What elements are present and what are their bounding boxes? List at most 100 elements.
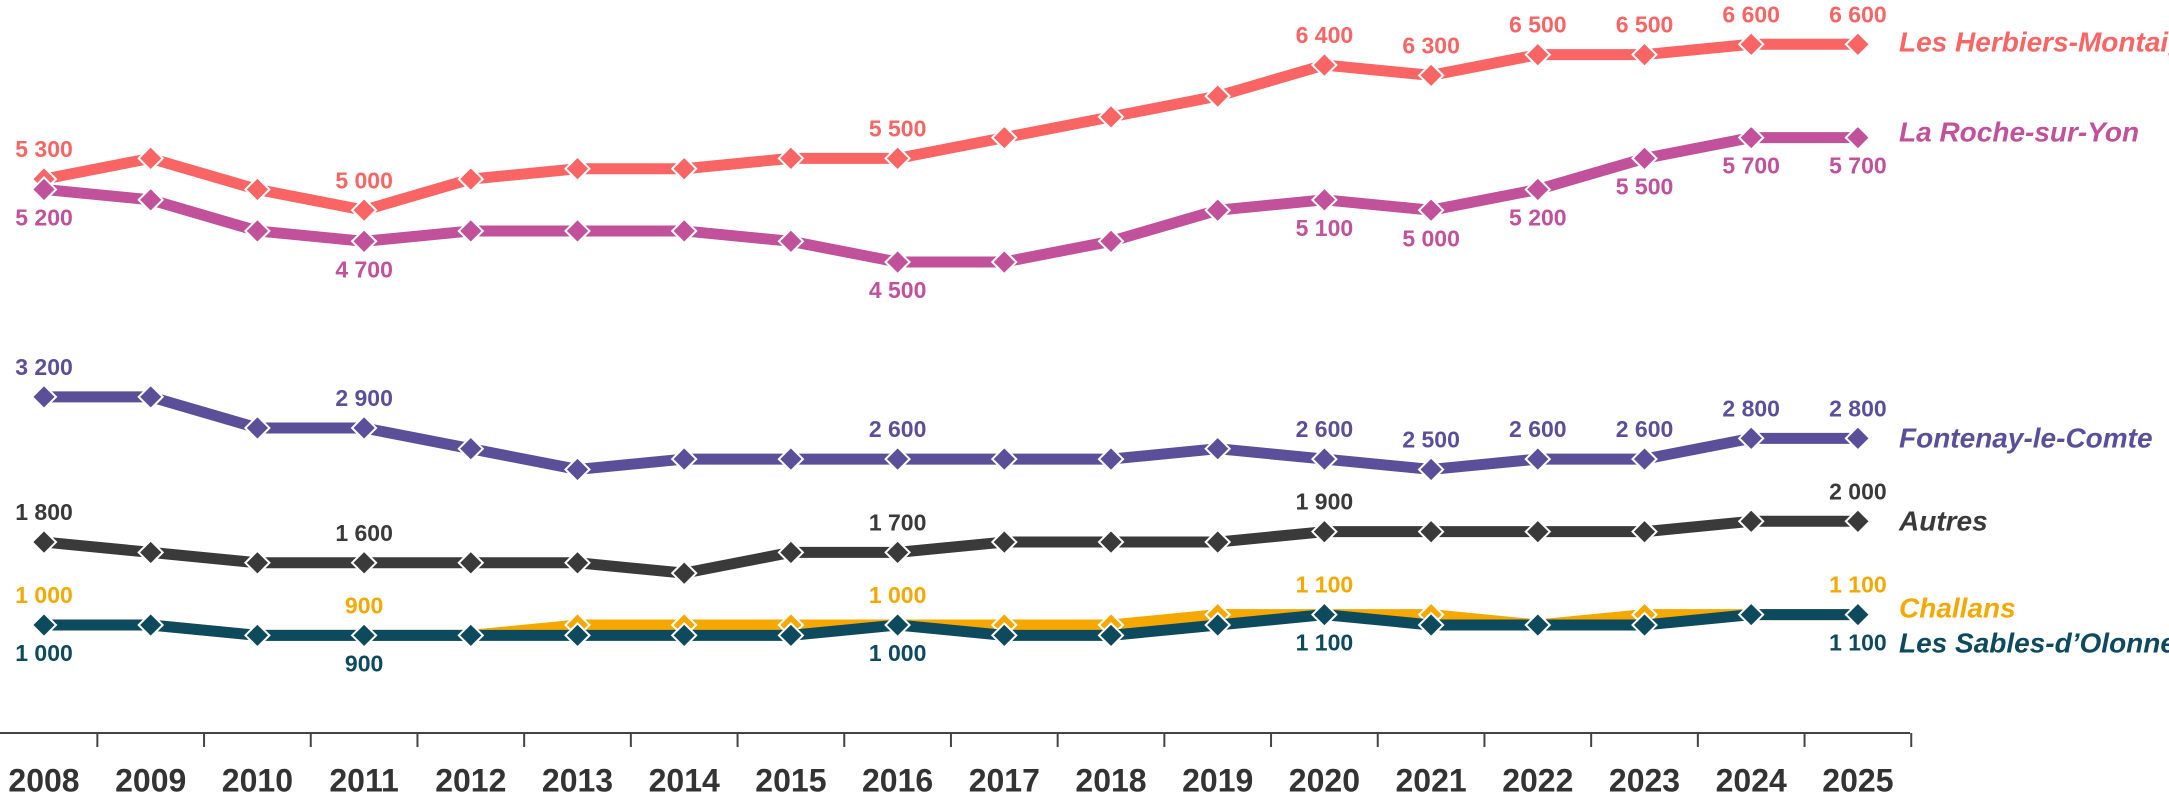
value-label: 1 000	[869, 582, 927, 608]
marker	[990, 445, 1018, 473]
marker	[1844, 30, 1872, 58]
series-line	[44, 391, 1858, 475]
marker	[243, 549, 271, 577]
marker	[137, 144, 165, 172]
marker	[350, 196, 378, 224]
value-label: 6 600	[1829, 1, 1887, 27]
marker	[1417, 196, 1445, 224]
series-line	[43, 515, 1858, 579]
marker	[243, 414, 271, 442]
marker	[564, 456, 591, 483]
marker	[670, 217, 698, 245]
marker	[1097, 621, 1125, 649]
marker	[1097, 227, 1125, 255]
marker	[350, 549, 378, 577]
marker	[30, 176, 58, 203]
marker	[564, 155, 591, 183]
marker	[1417, 456, 1445, 483]
value-label: 5 500	[1616, 173, 1674, 199]
marker	[1844, 124, 1872, 152]
marker	[670, 155, 698, 183]
value-label: 5 300	[15, 136, 73, 162]
x-tick-label: 2012	[435, 762, 506, 798]
marker	[777, 445, 805, 473]
x-tick-label: 2016	[862, 762, 933, 798]
value-label: 1 000	[15, 640, 73, 666]
series-line	[42, 38, 1858, 216]
marker	[457, 217, 485, 245]
marker	[670, 621, 698, 649]
marker	[137, 186, 165, 214]
value-label: 2 800	[1722, 395, 1780, 421]
value-label: 1 100	[1829, 572, 1887, 598]
marker	[1844, 601, 1872, 629]
marker	[990, 621, 1018, 649]
x-tick-label: 2018	[1075, 762, 1146, 798]
value-label: 1 100	[1296, 630, 1354, 656]
marker	[1524, 611, 1552, 639]
value-label: 1 600	[335, 520, 393, 546]
marker	[350, 414, 378, 442]
marker	[1737, 601, 1765, 629]
value-label: 5 000	[335, 167, 393, 193]
marker	[777, 621, 805, 649]
marker	[1097, 103, 1125, 131]
marker	[990, 248, 1018, 276]
value-label: 3 200	[15, 354, 73, 380]
value-label: 5 000	[1402, 225, 1460, 251]
marker	[990, 528, 1018, 556]
marker	[1631, 445, 1658, 473]
x-tick-label: 2014	[649, 762, 720, 798]
marker	[884, 144, 912, 172]
value-label: 5 200	[15, 205, 73, 231]
marker	[1737, 124, 1765, 152]
value-label: 5 200	[1509, 205, 1567, 231]
marker	[564, 217, 591, 245]
marker	[1631, 144, 1658, 172]
marker	[1204, 435, 1232, 463]
series-line	[43, 132, 1858, 268]
marker	[777, 538, 805, 566]
legend-label: Les Herbiers-Montaigu	[1899, 26, 2169, 57]
marker	[1417, 518, 1445, 546]
marker	[1631, 518, 1658, 546]
legend-label: Challans	[1899, 592, 2016, 623]
marker	[243, 176, 271, 203]
value-label: 6 600	[1722, 1, 1780, 27]
value-label: 900	[345, 592, 383, 618]
value-label: 5 700	[1829, 153, 1887, 179]
marker	[30, 383, 58, 411]
marker	[30, 528, 58, 556]
value-label: 1 800	[15, 499, 73, 525]
value-label: 4 700	[335, 256, 393, 282]
marker	[1737, 507, 1765, 535]
marker	[1737, 424, 1765, 452]
x-tick-label: 2022	[1502, 762, 1573, 798]
value-label: 6 400	[1296, 22, 1354, 48]
marker	[1524, 41, 1552, 69]
marker	[1417, 61, 1445, 89]
marker	[1524, 176, 1552, 203]
value-label: 5 500	[869, 115, 927, 141]
marker	[30, 611, 58, 639]
marker	[350, 227, 378, 255]
marker	[1204, 196, 1232, 224]
marker	[1417, 611, 1445, 639]
marker	[1524, 445, 1552, 473]
marker	[1844, 424, 1872, 452]
x-tick-label: 2020	[1289, 762, 1360, 798]
x-tick-label: 2009	[115, 762, 186, 798]
marker	[884, 445, 912, 473]
marker	[137, 538, 165, 566]
value-label: 2 600	[869, 416, 927, 442]
marker	[1097, 528, 1125, 556]
series-line	[44, 609, 1858, 641]
marker	[670, 445, 698, 473]
x-tick-label: 2008	[8, 762, 79, 798]
value-label: 1 100	[1296, 572, 1354, 598]
marker	[884, 611, 912, 639]
marker	[457, 549, 485, 577]
marker	[1204, 611, 1232, 639]
